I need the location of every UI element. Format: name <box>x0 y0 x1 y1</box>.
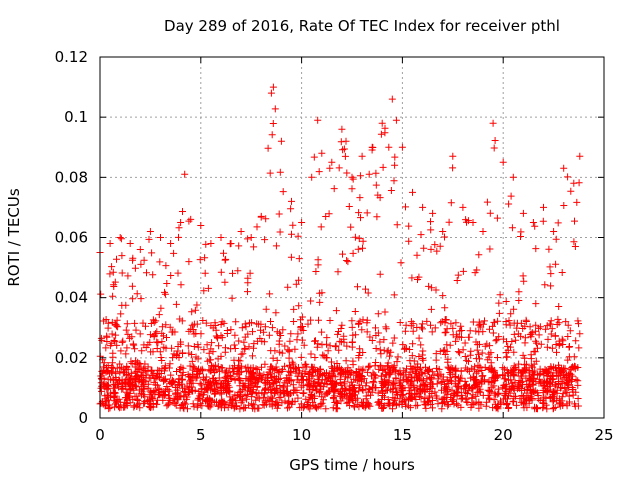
x-tick-label: 0 <box>95 426 105 444</box>
chart-title: Day 289 of 2016, Rate Of TEC Index for r… <box>164 17 560 35</box>
y-tick-label: 0.02 <box>55 349 88 367</box>
y-tick-label: 0.12 <box>55 48 88 66</box>
ticks-layer <box>99 56 605 419</box>
y-tick-label: 0.08 <box>55 168 88 186</box>
y-tick-label: 0 <box>78 409 88 427</box>
x-tick-label: 15 <box>393 426 412 444</box>
x-axis-title: GPS time / hours <box>289 456 415 474</box>
roti-data-points <box>96 83 584 413</box>
x-tick-label: 5 <box>196 426 206 444</box>
x-tick-label: 20 <box>494 426 513 444</box>
y-tick-label: 0.1 <box>64 108 88 126</box>
x-tick-label: 25 <box>594 426 613 444</box>
y-tick-label: 0.04 <box>55 289 88 307</box>
y-tick-label: 0.06 <box>55 229 88 247</box>
y-axis-title: ROTI / TECUs <box>5 188 23 286</box>
x-tick-label: 10 <box>292 426 311 444</box>
data-points-layer <box>96 83 584 413</box>
tick-labels-layer: 0 5 10 15 20 25 0 0.02 0.04 0.06 0.08 0.1 0.12 <box>55 48 614 444</box>
